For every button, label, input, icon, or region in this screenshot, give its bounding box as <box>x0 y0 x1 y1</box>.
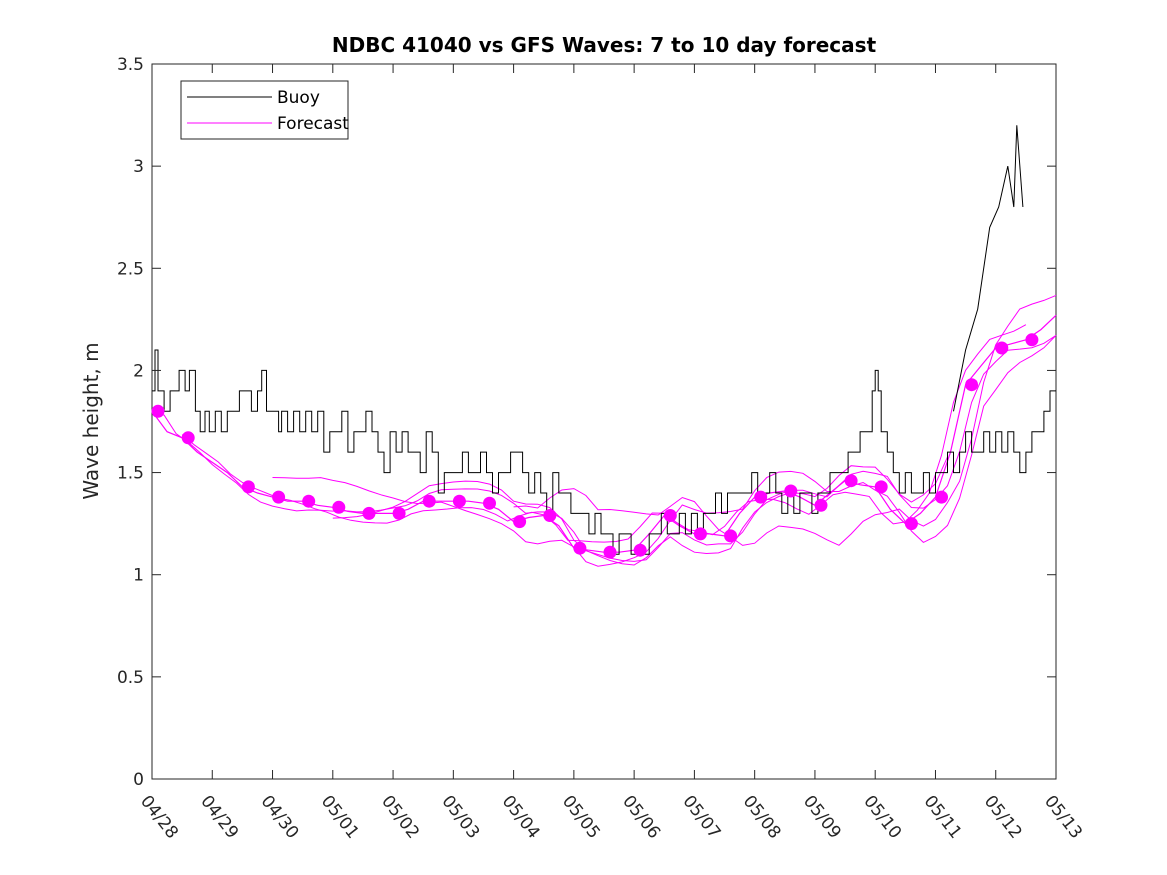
forecast-marker <box>151 404 165 418</box>
buoy-series-line-end <box>953 125 1024 412</box>
forecast-marker <box>392 506 406 520</box>
y-tick-label: 0.5 <box>117 668 144 688</box>
legend-forecast-label: Forecast <box>277 114 349 134</box>
forecast-marker <box>995 341 1009 355</box>
forecast-marker <box>784 484 798 498</box>
legend-box <box>180 80 349 140</box>
y-tick-label: 1.5 <box>117 464 144 484</box>
forecast-marker <box>844 474 858 488</box>
forecast-marker <box>724 529 738 543</box>
buoy-series-line <box>152 349 1056 555</box>
forecast-marker <box>332 500 346 514</box>
forecast-marker <box>754 490 768 504</box>
forecast-marker <box>1025 333 1039 347</box>
forecast-marker <box>633 543 647 557</box>
plot-area: 00.511.522.533.5 04/28 04/29 04/30 05/01 05/… <box>117 55 1086 843</box>
legend: Buoy Forecast <box>180 80 349 140</box>
forecast-ensemble-line <box>151 334 1057 562</box>
y-axis-label: Wave height, m <box>79 342 103 499</box>
forecast-marker <box>603 545 617 559</box>
forecast-markers <box>151 333 1039 559</box>
forecast-marker <box>693 527 707 541</box>
forecast-ensemble-line <box>513 294 1057 546</box>
forecast-marker <box>483 496 496 510</box>
y-tick-label: 0 <box>133 770 144 790</box>
forecast-marker <box>814 498 828 512</box>
forecast-marker <box>935 490 948 504</box>
y-tick-label: 2 <box>133 361 144 381</box>
y-tick-label: 3.5 <box>117 55 144 75</box>
forecast-marker <box>543 509 557 522</box>
y-tick-label: 2.5 <box>117 259 144 279</box>
forecast-marker <box>904 517 918 531</box>
forecast-ensemble-line <box>272 335 1057 567</box>
y-tick-label: 1 <box>133 566 144 586</box>
forecast-marker <box>874 480 888 494</box>
y-tick-label: 3 <box>133 157 144 177</box>
forecast-marker <box>241 480 255 494</box>
y-axis: 0 0.5 1 1.5 2 2.5 3 3.5 <box>117 55 1056 790</box>
forecast-marker <box>362 506 376 520</box>
legend-buoy-label: Buoy <box>277 88 320 108</box>
forecast-marker <box>573 541 587 555</box>
forecast-marker <box>302 494 316 508</box>
buoy-layer <box>152 125 1056 555</box>
forecast-marker <box>452 494 466 508</box>
forecast-marker <box>513 515 527 529</box>
forecast-layer <box>151 294 1057 567</box>
axes-box <box>151 63 1057 780</box>
forecast-marker <box>181 431 195 445</box>
forecast-marker <box>272 490 286 504</box>
forecast-ensemble-line <box>181 324 1027 543</box>
forecast-marker <box>663 509 677 522</box>
forecast-ensemble-line <box>332 456 948 566</box>
forecast-marker <box>965 378 979 392</box>
chart-title: NDBC 41040 vs GFS Waves: 7 to 10 day for… <box>332 33 877 57</box>
forecast-marker <box>422 494 436 508</box>
